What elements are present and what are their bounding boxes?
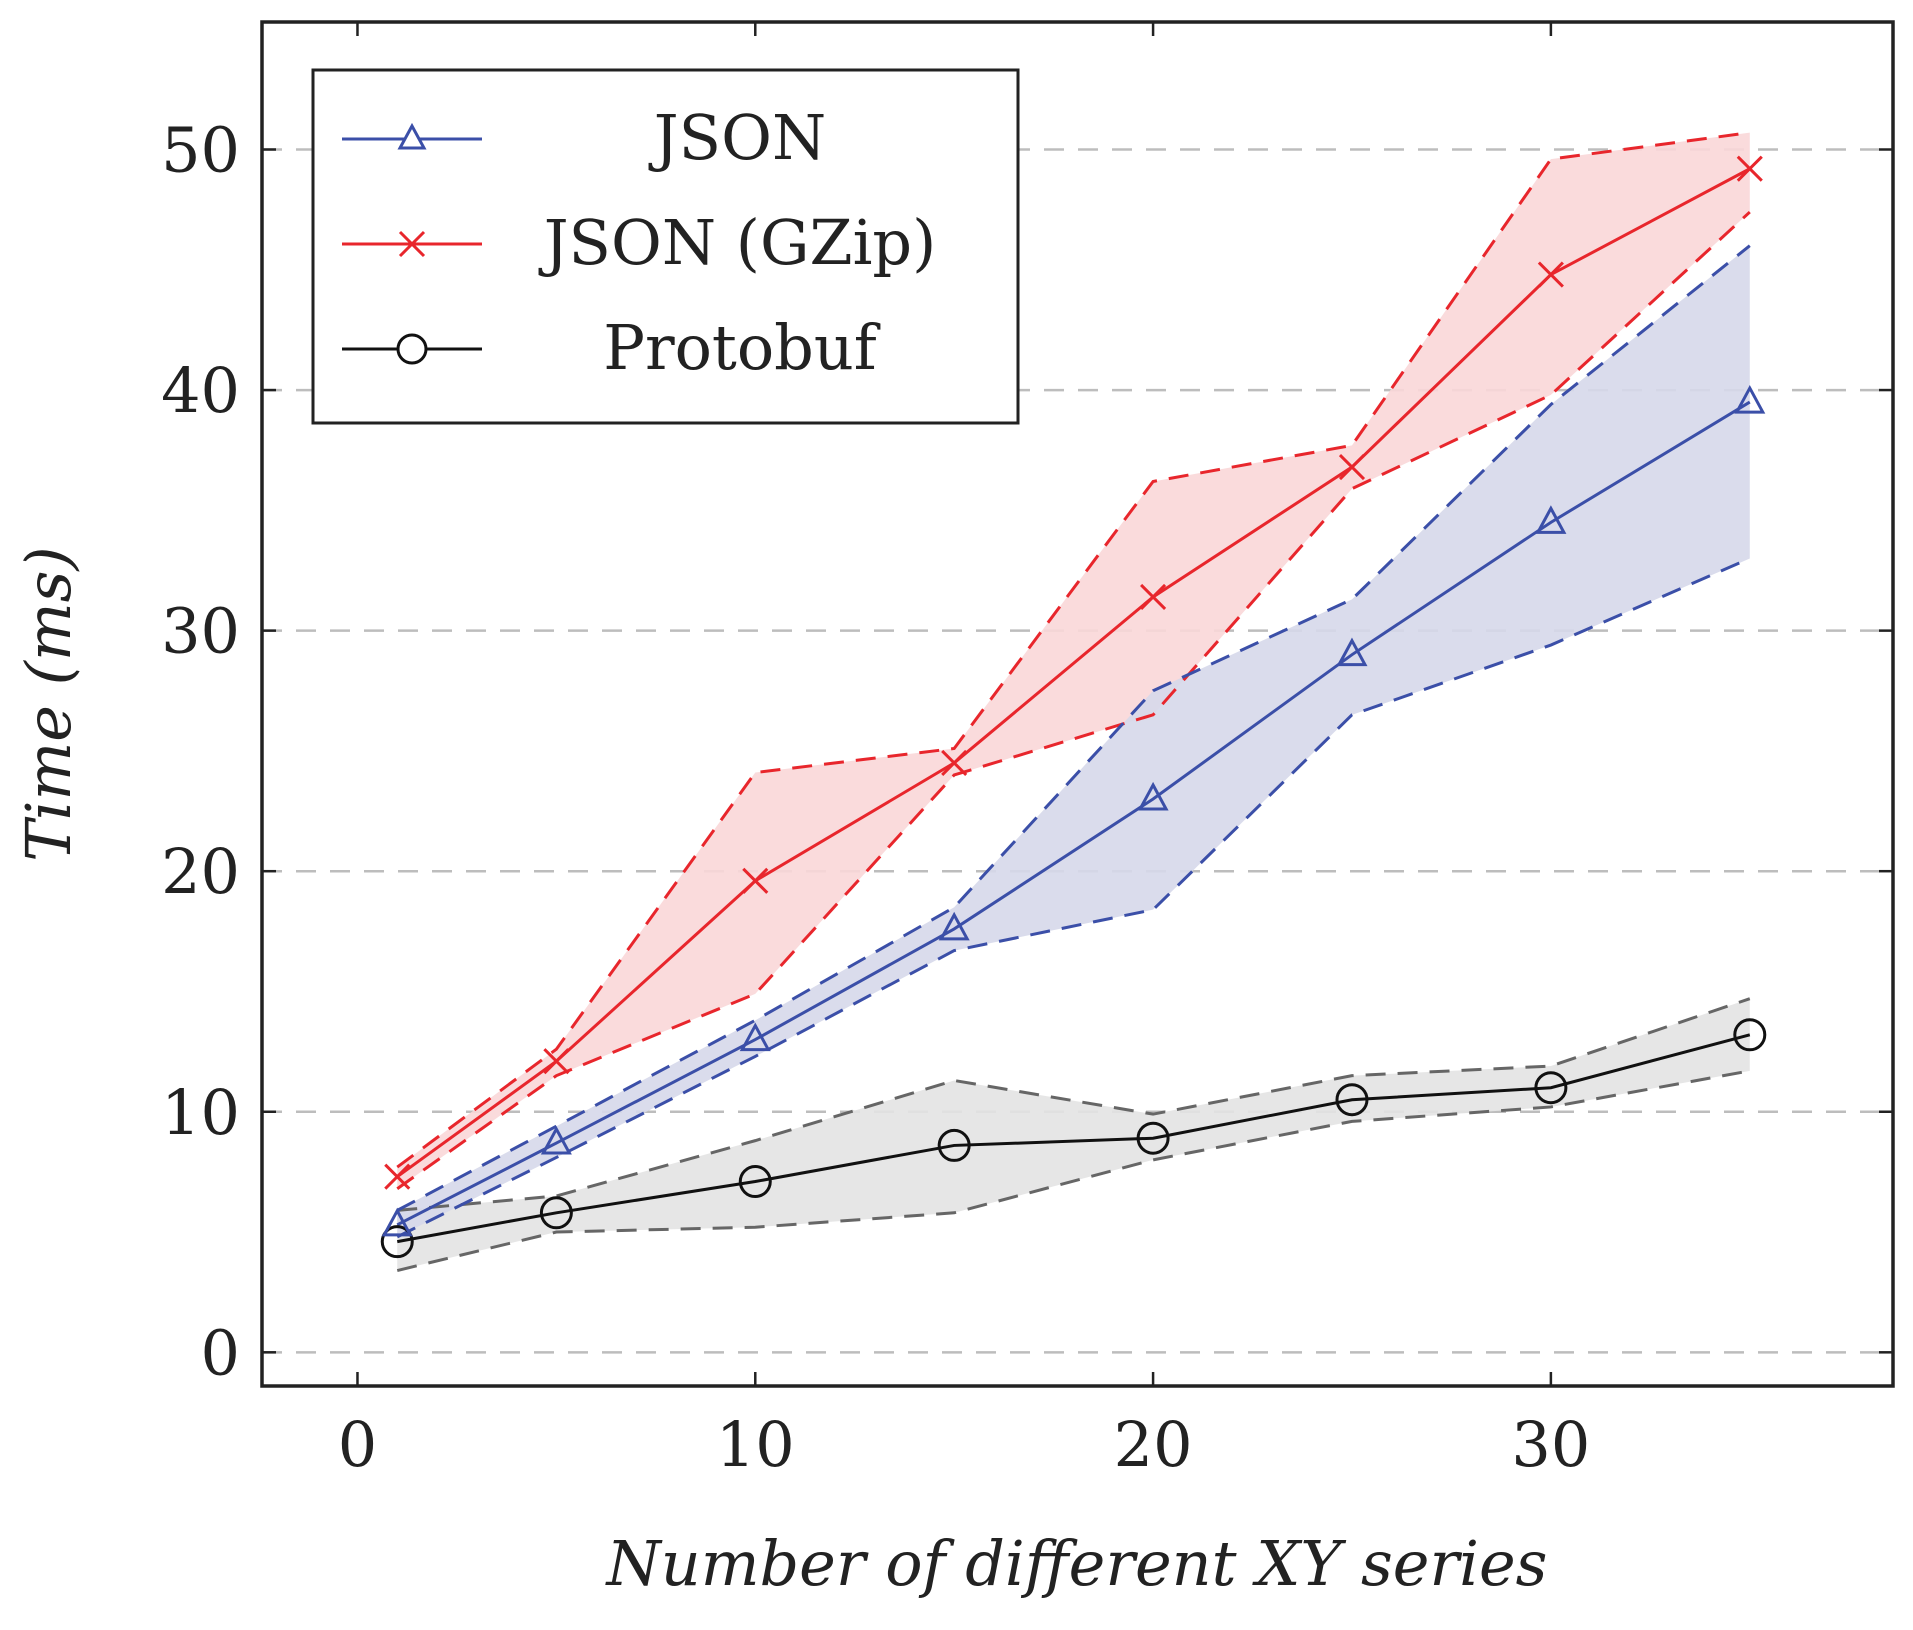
series-line-json-gzip: [396, 167, 1751, 1178]
x-tick-label: 20: [1114, 1408, 1193, 1481]
legend: JSON JSON (GZip) Protobuf: [311, 68, 1020, 425]
y-axis-title: Time (ms): [12, 546, 85, 861]
error-bands: [396, 131, 1751, 1272]
data-point-protobuf: [1136, 1121, 1170, 1155]
y-tick-label: 10: [161, 1076, 240, 1149]
legend-box: [311, 68, 1020, 425]
legend-label-json: JSON: [648, 101, 826, 174]
series-markers: [380, 155, 1767, 1259]
data-point-json-gzip: [742, 867, 769, 894]
data-point-json: [1137, 781, 1169, 811]
data-point-protobuf: [937, 1128, 971, 1162]
data-point-protobuf: [738, 1165, 772, 1199]
legend-marker-json: [397, 122, 427, 150]
legend-label-json-gzip: JSON (GZip): [538, 206, 937, 279]
data-point-protobuf: [1335, 1083, 1369, 1117]
data-point-json: [381, 1207, 413, 1237]
data-point-json-gzip: [1537, 261, 1564, 288]
data-point-protobuf: [1534, 1071, 1568, 1105]
data-point-json-gzip: [941, 749, 968, 776]
data-point-json: [540, 1125, 572, 1155]
legend-marker-protobuf: [396, 333, 428, 365]
data-point-json-gzip: [384, 1163, 411, 1190]
band-fill-protobuf: [397, 998, 1750, 1271]
plot-frame: [260, 20, 1895, 1388]
legend-marker-json-gzip: [398, 230, 426, 258]
y-tick-label: 30: [161, 595, 240, 668]
legend-label-protobuf: Protobuf: [603, 311, 881, 384]
y-tick-label: 50: [161, 113, 240, 186]
x-tick-label: 0: [338, 1408, 377, 1481]
band-lower-json: [396, 557, 1751, 1239]
data-point-json: [938, 911, 970, 941]
data-point-json: [1535, 505, 1567, 534]
y-tick-label: 0: [201, 1316, 240, 1389]
y-axis-title-unit: (ms): [12, 546, 85, 685]
data-point-json-gzip: [543, 1048, 570, 1075]
axis-ticks: 0 10 20 30 40 50 0 10 20 30: [161, 22, 1893, 1481]
data-point-json: [1734, 384, 1766, 414]
band-upper-json-gzip: [396, 131, 1750, 1169]
band-lower-protobuf: [396, 1069, 1751, 1272]
series-line-json: [396, 400, 1751, 1227]
legend-entry-json-gzip: JSON (GZip): [342, 206, 936, 279]
data-point-protobuf: [1733, 1018, 1767, 1052]
data-point-json-gzip: [1338, 453, 1366, 481]
data-point-protobuf: [539, 1196, 573, 1230]
band-fill-json-gzip: [397, 132, 1750, 1189]
y-axis-title-main: Time: [12, 705, 85, 862]
x-axis-title: Number of different XY series: [605, 1527, 1548, 1600]
series-line-protobuf: [396, 1033, 1751, 1244]
legend-entry-json: JSON: [342, 101, 826, 174]
data-point-json: [1336, 637, 1368, 667]
x-tick-label: 30: [1511, 1408, 1590, 1481]
legend-entry-protobuf: Protobuf: [342, 311, 881, 384]
y-tick-label: 40: [161, 354, 240, 427]
data-point-json: [739, 1022, 771, 1052]
band-upper-protobuf: [397, 997, 1751, 1212]
data-point-protobuf: [380, 1225, 414, 1259]
data-point-json-gzip: [1140, 583, 1167, 611]
data-point-json-gzip: [1736, 155, 1763, 182]
series-lines: [396, 167, 1751, 1244]
y-tick-label: 20: [161, 835, 240, 908]
band-upper-json: [396, 244, 1751, 1212]
band-lower-json-gzip: [396, 210, 1751, 1190]
x-tick-label: 10: [716, 1408, 795, 1481]
